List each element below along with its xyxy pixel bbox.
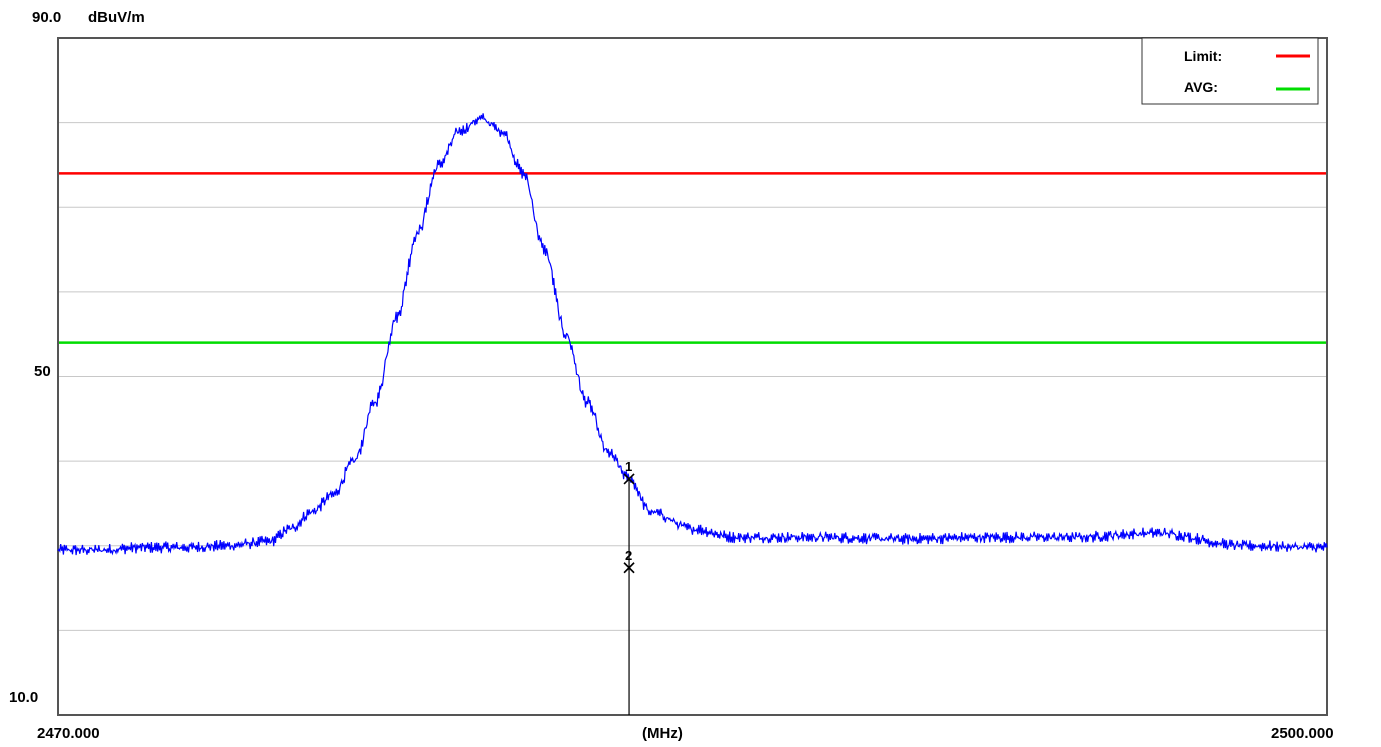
- marker-2-label: 2: [625, 548, 632, 563]
- marker-group: 12: [623, 459, 635, 715]
- limit-lines: [59, 172, 1326, 344]
- marker-1-cross: [623, 473, 635, 485]
- grid-lines: [59, 122, 1326, 631]
- legend: Limit: AVG:: [1141, 37, 1319, 105]
- trace-line: [57, 113, 1328, 556]
- y-max-tick-label: 90.0: [32, 9, 61, 26]
- x-max-tick-label: 2500.000: [1271, 725, 1334, 742]
- legend-label-avg: AVG:: [1184, 79, 1218, 95]
- y-mid-tick-label: 50: [34, 363, 51, 380]
- marker-1-label: 1: [625, 459, 632, 474]
- unit-label: dBuV/m: [88, 9, 145, 26]
- legend-label-limit: Limit:: [1184, 48, 1222, 64]
- y-min-tick-label: 10.0: [9, 689, 38, 706]
- trace-group: [57, 113, 1328, 556]
- x-axis-label: (MHz): [642, 725, 683, 742]
- x-min-tick-label: 2470.000: [37, 725, 100, 742]
- marker-2-cross: [623, 562, 635, 574]
- legend-box: [1141, 37, 1319, 105]
